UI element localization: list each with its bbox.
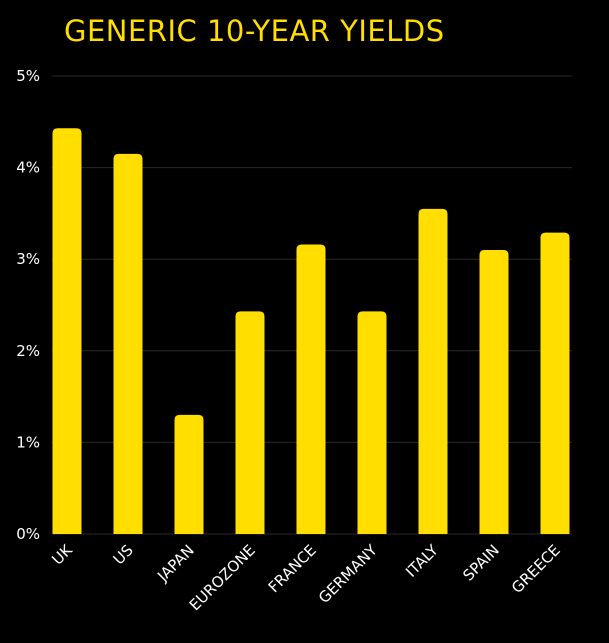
x-tick-label: US	[110, 541, 137, 568]
x-tick-label: EUROZONE	[186, 541, 259, 614]
bar-greece	[540, 232, 570, 535]
chart-title: GENERIC 10-YEAR YIELDS	[64, 14, 445, 48]
y-tick-label: 5%	[16, 67, 40, 85]
bars	[52, 128, 570, 535]
x-tick-label: GERMANY	[315, 541, 381, 607]
y-tick-label: 0%	[16, 525, 40, 543]
x-tick-label: FRANCE	[265, 541, 320, 596]
bar-eurozone	[235, 311, 265, 534]
y-tick-label: 2%	[16, 342, 40, 360]
x-tick-label: JAPAN	[153, 541, 198, 586]
y-tick-label: 1%	[16, 433, 40, 451]
y-tick-label: 3%	[16, 250, 40, 268]
bar-us	[113, 153, 143, 535]
bar-japan	[174, 414, 204, 534]
bar-italy	[418, 208, 448, 534]
y-tick-label: 4%	[16, 159, 40, 177]
x-tick-label: UK	[48, 540, 76, 568]
bar-germany	[357, 311, 387, 534]
x-tick-label: ITALY	[402, 541, 442, 581]
bar-uk	[52, 128, 82, 534]
bar-spain	[479, 250, 509, 535]
bar-france	[296, 244, 326, 534]
x-tick-label: SPAIN	[459, 541, 502, 584]
y-axis-ticks: 0% 1% 2% 3% 4% 5%	[16, 67, 40, 543]
x-tick-label: GREECE	[508, 541, 564, 597]
